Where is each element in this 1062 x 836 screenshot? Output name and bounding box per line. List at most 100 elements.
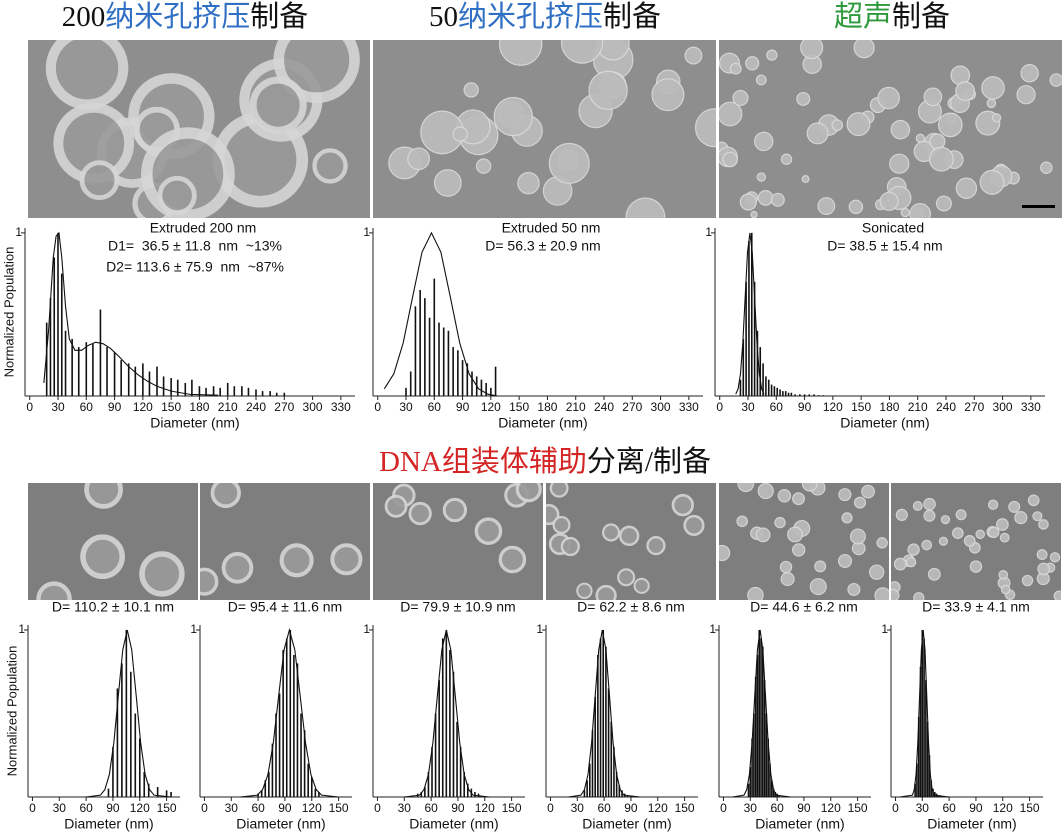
vesicle <box>876 537 888 549</box>
x-axis-label: Diameter (nm) <box>582 816 671 832</box>
x-tick-label: 30 <box>571 801 585 815</box>
header-part: 纳米孔挤压 <box>458 0 603 33</box>
x-tick-label: 300 <box>993 400 1013 414</box>
vesicle <box>975 529 986 540</box>
x-axis-label: Diameter (nm) <box>840 415 929 431</box>
vesicle <box>671 493 695 517</box>
vesicle <box>408 501 432 526</box>
annotation: D= 56.3 ± 20.9 nm <box>485 238 600 254</box>
y-tick-label: 1 <box>705 225 712 239</box>
x-tick-label: 30 <box>398 801 412 815</box>
vesicle <box>625 197 666 218</box>
vesicle <box>868 564 885 580</box>
y-tick-label: 1 <box>190 622 197 636</box>
vesicle <box>963 535 976 547</box>
vesicle <box>889 153 910 174</box>
x-tick-label: 90 <box>969 801 983 815</box>
x-tick-label: 0 <box>547 801 554 815</box>
vesicle <box>915 133 926 143</box>
vesicle <box>576 582 593 599</box>
vesicle <box>905 556 917 568</box>
vesicle <box>801 483 818 492</box>
vesicle <box>84 483 123 509</box>
vesicle <box>927 567 941 581</box>
vesicle <box>736 515 748 528</box>
vesicle <box>1049 73 1062 87</box>
x-tick-label: 240 <box>594 400 614 414</box>
x-tick-label: 150 <box>502 801 522 815</box>
vesicle <box>330 543 363 576</box>
fit-curve <box>86 629 172 798</box>
vesicle <box>1040 161 1053 174</box>
vesicle <box>1037 562 1051 576</box>
x-tick-label: 120 <box>475 801 495 815</box>
vesicle <box>729 62 742 75</box>
x-tick-label: 60 <box>770 400 784 414</box>
y-axis-label: Normalized Population <box>4 646 19 777</box>
vesicle <box>921 539 933 551</box>
x-tick-label: 90 <box>278 801 292 815</box>
header-part: 超声 <box>834 0 892 33</box>
vesicle <box>1027 494 1040 507</box>
annotation: D2= 113.6 ± 75.9 nm ~87% <box>106 259 284 275</box>
header: 超声制备 <box>834 0 950 33</box>
vesicle <box>200 567 219 596</box>
vesicle <box>475 158 492 174</box>
vesicle <box>646 536 666 556</box>
vesicle <box>998 569 1009 580</box>
vesicle <box>732 89 749 107</box>
vesicle <box>955 81 976 102</box>
x-tick-label: 150 <box>851 400 871 414</box>
y-tick-label: 1 <box>15 225 22 239</box>
vesicle <box>986 98 997 109</box>
vesicle <box>987 499 999 510</box>
tem-image <box>891 483 1061 600</box>
vesicle <box>955 509 967 521</box>
vesicle <box>935 195 952 212</box>
vesicle <box>923 509 936 522</box>
vesicle <box>549 483 569 498</box>
vesicle <box>991 113 1002 123</box>
x-tick-label: 90 <box>108 400 122 414</box>
vesicle <box>498 545 527 574</box>
x-tick-label: 120 <box>648 801 668 815</box>
header: 200纳米孔挤压制备 <box>62 0 309 33</box>
vesicle <box>617 568 636 587</box>
vesicle <box>861 484 875 499</box>
vesicle <box>955 177 978 200</box>
vesicle <box>755 527 771 543</box>
header-part: 分离/制备 <box>587 445 711 478</box>
vesicle <box>651 78 685 112</box>
vesicle <box>792 492 805 506</box>
vesicle <box>806 122 829 145</box>
panel-title: Sonicated <box>862 220 924 236</box>
vesicle <box>770 192 785 207</box>
vesicle <box>814 560 827 573</box>
vesicle <box>900 207 910 218</box>
vesicle <box>912 501 923 511</box>
vesicle <box>979 169 1005 195</box>
x-tick-label: 30 <box>399 400 413 414</box>
x-tick-label: 180 <box>189 400 209 414</box>
vesicle <box>848 199 864 215</box>
vesicle <box>80 534 125 580</box>
x-tick-label: 60 <box>597 801 611 815</box>
vesicle <box>407 147 430 171</box>
fit-curve <box>899 629 950 798</box>
vesicle <box>777 489 792 503</box>
x-tick-label: 60 <box>424 801 438 815</box>
y-axis-label: Normalized Population <box>1 247 16 378</box>
x-tick-label: 270 <box>622 400 642 414</box>
vesicle <box>684 46 703 65</box>
vesicle <box>999 532 1010 543</box>
vesicle <box>787 526 803 543</box>
x-tick-label: 150 <box>848 801 868 815</box>
vesicle <box>517 171 540 195</box>
vesicle <box>560 40 604 64</box>
vesicle <box>801 175 810 184</box>
vesicle <box>1008 500 1021 513</box>
vesicle <box>853 496 867 509</box>
x-tick-label: 150 <box>157 801 177 815</box>
vesicle <box>838 488 852 502</box>
x-axis-label: Diameter (nm) <box>755 816 844 832</box>
